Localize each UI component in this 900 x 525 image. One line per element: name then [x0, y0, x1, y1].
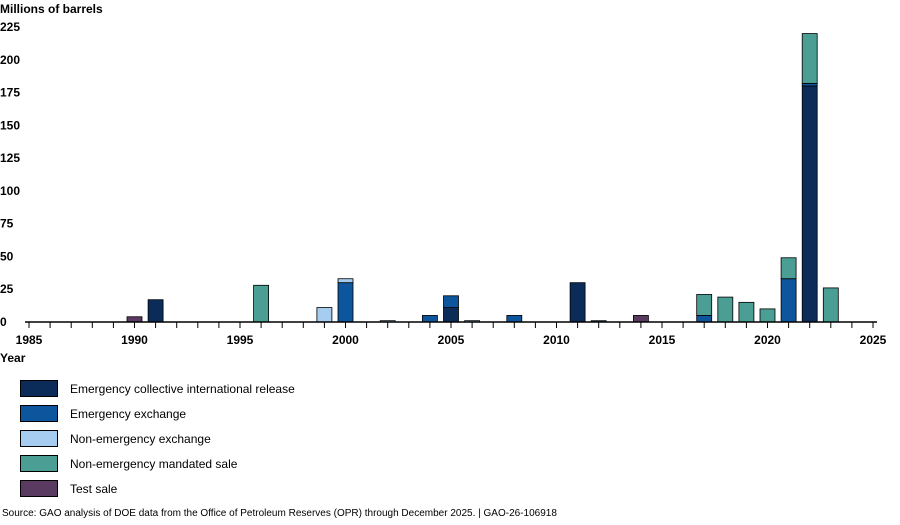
legend-item: Emergency exchange — [20, 401, 340, 426]
legend-item: Test sale — [20, 476, 340, 501]
bar-segment — [421, 315, 438, 323]
y-tick-label: 150 — [0, 118, 20, 132]
bar-segment — [316, 307, 333, 323]
legend-label: Emergency collective international relea… — [70, 381, 295, 396]
y-tick-label: 225 — [0, 20, 20, 34]
legend-label: Test sale — [70, 481, 118, 496]
y-tick-label: 175 — [0, 86, 20, 100]
bars — [126, 33, 839, 323]
bar-segment — [738, 301, 755, 323]
legend-item: Non-emergency exchange — [20, 426, 340, 451]
bar-segment — [147, 299, 164, 323]
x-tick-label: 2000 — [332, 333, 359, 347]
x-axis-label: Year — [0, 351, 26, 365]
x-tick-label: 2010 — [543, 333, 570, 347]
bar-segment — [253, 284, 270, 323]
bar-segment — [633, 315, 649, 323]
bar-segment — [126, 316, 143, 323]
legend-label: Emergency exchange — [70, 406, 187, 421]
bar-segment — [337, 278, 354, 284]
legend-swatch — [20, 380, 58, 397]
x-tick-label: 2015 — [649, 333, 676, 347]
bar-segment — [506, 315, 523, 323]
x-tick-label: 2020 — [754, 333, 781, 347]
x-tick-label: 1990 — [121, 333, 148, 347]
bar-segment — [443, 295, 459, 308]
y-tick-labels: 0 25 50 75 100 125 150 175 200 225 — [0, 20, 20, 329]
bar-segment — [780, 278, 797, 323]
legend-label: Non-emergency exchange — [70, 431, 211, 446]
x-tick-label: 2005 — [438, 333, 465, 347]
x-ticks: 1985 1990 1995 2000 2005 2010 2015 2020 2025 — [16, 322, 887, 347]
bar-segment — [696, 294, 713, 316]
y-tick-label: 200 — [0, 53, 20, 67]
y-tick-label: 0 — [0, 315, 7, 329]
y-tick-label: 50 — [0, 249, 14, 263]
legend-label: Non-emergency mandated sale — [70, 456, 238, 471]
legend: Emergency collective international relea… — [20, 376, 340, 501]
x-tick-label: 1985 — [16, 333, 43, 347]
bar-segment — [696, 315, 713, 323]
bar-segment — [801, 33, 818, 84]
bar-segment — [801, 85, 818, 323]
y-tick-label: 75 — [0, 217, 14, 231]
legend-swatch — [20, 405, 58, 422]
y-tick-label: 25 — [0, 282, 14, 296]
bar-segment — [337, 282, 354, 323]
bar-segment — [717, 296, 734, 323]
bar-segment — [822, 287, 839, 323]
legend-item: Non-emergency mandated sale — [20, 451, 340, 476]
x-tick-label: 2025 — [860, 333, 887, 347]
legend-swatch — [20, 430, 58, 447]
y-tick-label: 125 — [0, 151, 20, 165]
y-axis-label: Millions of barrels — [0, 2, 103, 16]
bar-segment — [780, 257, 797, 280]
y-tick-label: 100 — [0, 184, 20, 198]
source-note: Source: GAO analysis of DOE data from th… — [2, 508, 557, 519]
x-tick-label: 1995 — [227, 333, 254, 347]
bar-segment — [569, 282, 586, 323]
legend-swatch — [20, 455, 58, 472]
bar-segment — [759, 308, 776, 323]
legend-item: Emergency collective international relea… — [20, 376, 340, 401]
chart: Millions of barrels 0 25 50 75 100 125 150 175 2… — [0, 2, 887, 365]
bar-segment — [443, 307, 459, 323]
legend-swatch — [20, 480, 58, 497]
